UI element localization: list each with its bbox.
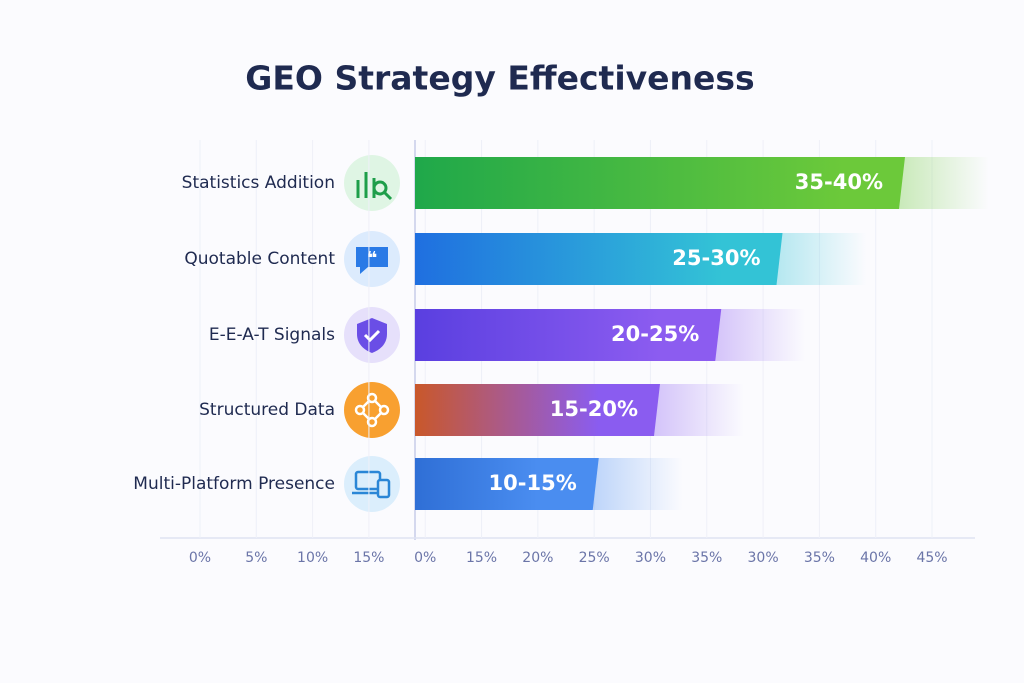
x-axis-label: 5% — [245, 550, 267, 566]
icon-quote — [356, 247, 388, 274]
icon-shield — [357, 318, 387, 353]
category-label: Multi-Platform Presence — [133, 474, 335, 494]
x-axis-label: 25% — [579, 550, 610, 566]
x-axis-label: 30% — [635, 550, 666, 566]
icon-devices — [352, 470, 391, 499]
x-axis-label: 35% — [691, 550, 722, 566]
x-axis-label: 40% — [860, 550, 891, 566]
category-label: Quotable Content — [184, 249, 335, 269]
bar-high — [597, 384, 660, 436]
category-label: Statistics Addition — [182, 173, 335, 193]
bar-glow — [776, 233, 867, 285]
x-axis-label: 15% — [353, 550, 384, 566]
bar-high — [842, 157, 905, 209]
x-axis-label: 20% — [522, 550, 553, 566]
icon-quote-mark: ❝ — [367, 248, 378, 269]
value-label: 15-20% — [550, 397, 638, 421]
icon-bg — [344, 456, 400, 512]
value-label: 35-40% — [795, 170, 883, 194]
value-label: 10-15% — [489, 471, 577, 495]
value-label: 25-30% — [672, 246, 760, 270]
x-axis-label: 45% — [916, 550, 947, 566]
category-label: E-E-A-T Signals — [209, 325, 335, 345]
bar-high — [720, 233, 783, 285]
bar-glow — [654, 384, 744, 436]
bar-low — [415, 157, 844, 209]
x-axis-label: 15% — [466, 550, 497, 566]
x-axis-label: 0% — [414, 550, 436, 566]
icon-stats — [356, 172, 393, 201]
bar-high — [659, 309, 722, 361]
bar-high — [536, 458, 599, 510]
x-axis-label: 10% — [297, 550, 328, 566]
value-label: 20-25% — [611, 322, 699, 346]
bar-glow — [899, 157, 989, 209]
icon-bg — [344, 382, 400, 438]
bar-low — [415, 384, 599, 436]
bar-low — [415, 309, 660, 361]
x-axis-label: 30% — [748, 550, 779, 566]
icon-bg — [344, 155, 400, 211]
chart-title: GEO Strategy Effectiveness — [245, 59, 754, 98]
category-label: Structured Data — [199, 400, 335, 420]
bar-glow — [715, 309, 806, 361]
icon-nodes — [354, 392, 390, 428]
icon-check — [363, 329, 381, 343]
bar-glow — [592, 458, 683, 510]
x-axis-label: 35% — [804, 550, 835, 566]
x-axis-label: 0% — [189, 550, 211, 566]
bar-low — [415, 458, 538, 510]
bar-low — [415, 233, 722, 285]
icons: ❝ — [344, 155, 400, 512]
